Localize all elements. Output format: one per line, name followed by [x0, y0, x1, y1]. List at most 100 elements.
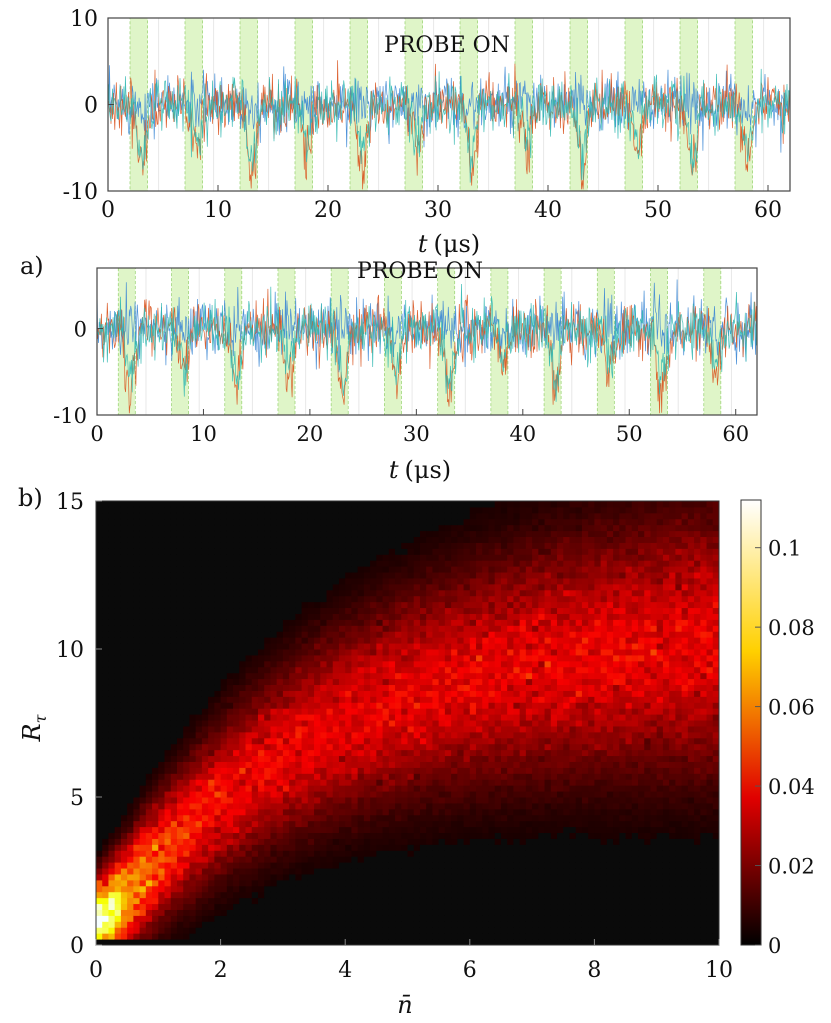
heatmap-cell: [145, 720, 153, 727]
heatmap-cell: [314, 903, 321, 910]
heatmap-cell: [226, 761, 234, 768]
heatmap-cell: [145, 808, 153, 816]
heatmap-cell: [332, 506, 340, 514]
heatmap-cell: [114, 749, 122, 757]
heatmap-cell: [239, 619, 247, 626]
heatmap-cell: [451, 696, 458, 703]
heatmap-cell: [257, 678, 265, 686]
heatmap-cell: [363, 631, 371, 638]
heatmap-cell: [357, 690, 365, 697]
heatmap-cell: [245, 607, 253, 614]
heatmap-cell: [482, 512, 489, 520]
heatmap-cell: [170, 720, 178, 727]
heatmap-cell: [233, 672, 240, 680]
heatmap-cell: [469, 542, 477, 549]
heatmap-cell: [444, 601, 452, 609]
heatmap-cell: [407, 838, 415, 845]
heatmap-cell: [120, 915, 128, 922]
heatmap-cell: [295, 708, 303, 715]
heatmap-cell: [457, 885, 465, 893]
heatmap-cell: [395, 714, 402, 721]
heatmap-cell: [463, 577, 471, 585]
heatmap-cell: [233, 915, 240, 922]
heatmap-cell: [376, 897, 384, 905]
heatmap-cell: [444, 536, 452, 543]
heatmap-cell: [488, 512, 496, 520]
heatmap-cell: [438, 501, 446, 508]
heatmap-cell: [469, 725, 477, 733]
heatmap-cell: [158, 672, 166, 680]
heatmap-cell: [338, 725, 346, 733]
heatmap-cell: [488, 749, 496, 757]
heatmap-cell: [351, 885, 359, 893]
heatmap-cell: [314, 862, 321, 869]
heatmap-cell: [170, 933, 178, 940]
heatmap-cell: [102, 613, 109, 620]
heatmap-cell: [407, 714, 415, 721]
heatmap-cell: [276, 850, 284, 857]
heatmap-cell: [276, 702, 284, 709]
heatmap-cell: [482, 891, 489, 899]
heatmap-cell: [282, 838, 290, 845]
heatmap-cell: [102, 654, 109, 662]
heatmap-cell: [388, 856, 396, 863]
heatmap-cell: [426, 868, 433, 875]
heatmap-cell: [289, 572, 296, 579]
heatmap-cell: [438, 862, 446, 869]
probe-window: [596, 267, 615, 416]
heatmap-cell: [133, 542, 141, 549]
heatmap-cell: [457, 660, 465, 668]
heatmap-cell: [264, 832, 271, 839]
heatmap-cell: [376, 891, 384, 899]
heatmap-cell: [482, 749, 489, 757]
heatmap-cell: [463, 921, 471, 928]
heatmap-cell: [432, 856, 440, 863]
heatmap-cell: [270, 909, 278, 916]
heatmap-cell: [114, 921, 122, 928]
heatmap-cell: [251, 684, 259, 691]
heatmap-cell: [164, 654, 172, 662]
heatmap-cell: [264, 755, 271, 762]
heatmap-cell: [370, 654, 377, 662]
heatmap-cell: [388, 785, 396, 792]
heatmap-cell: [270, 891, 278, 899]
heatmap-cell: [251, 749, 259, 757]
heatmap-cell: [357, 939, 365, 946]
heatmap-cell: [133, 501, 141, 508]
heatmap-cell: [214, 536, 222, 543]
heatmap-cell: [469, 548, 477, 555]
heatmap-cell: [419, 625, 427, 632]
heatmap-cell: [133, 885, 141, 893]
heatmap-cell: [114, 720, 122, 727]
heatmap-cell: [307, 548, 315, 555]
heatmap-cell: [102, 844, 109, 851]
heatmap-cell: [264, 779, 271, 786]
heatmap-cell: [102, 749, 109, 757]
heatmap-cell: [133, 714, 141, 721]
heatmap-cell: [395, 542, 402, 549]
heatmap-cell: [438, 785, 446, 792]
heatmap-cell: [139, 672, 147, 680]
heatmap-cell: [96, 826, 103, 834]
heatmap-cell: [152, 660, 159, 668]
heatmap-cell: [451, 909, 458, 916]
heatmap-cell: [457, 767, 465, 774]
heatmap-cell: [376, 512, 384, 520]
heatmap-cell: [419, 873, 427, 881]
heatmap-cell: [245, 678, 253, 686]
heatmap-cell: [401, 915, 408, 922]
heatmap-cell: [257, 814, 265, 822]
heatmap-cell: [494, 560, 502, 567]
heatmap-cell: [264, 660, 271, 668]
heatmap-cell: [245, 672, 253, 680]
heatmap-cell: [376, 755, 384, 762]
heatmap-cell: [363, 808, 371, 816]
heatmap-cell: [127, 755, 134, 762]
heatmap-cell: [432, 921, 440, 928]
heatmap-cell: [120, 832, 128, 839]
heatmap-cell: [432, 820, 440, 828]
heatmap-cell: [345, 524, 352, 532]
heatmap-cell: [133, 589, 141, 597]
heatmap-cell: [164, 518, 172, 526]
heatmap-cell: [376, 797, 384, 804]
